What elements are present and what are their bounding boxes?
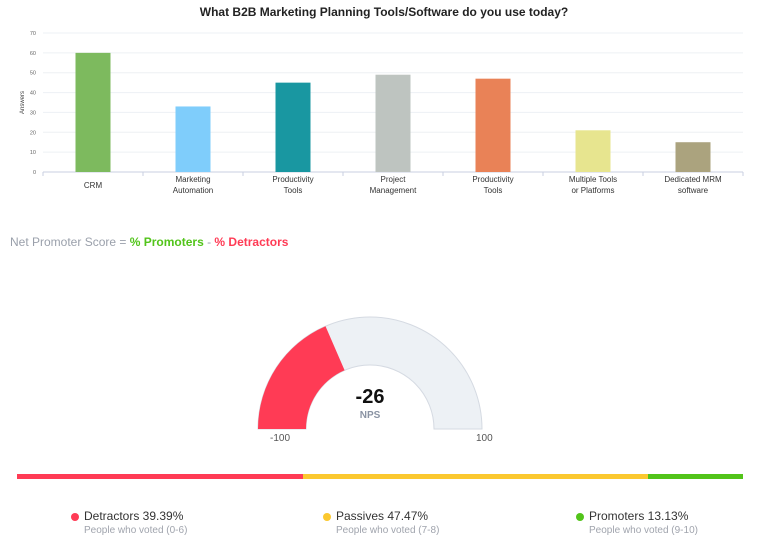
x-tick-label: Automation bbox=[173, 186, 213, 195]
bar-5 bbox=[575, 130, 611, 172]
y-tick-label: 30 bbox=[30, 110, 36, 116]
bar-chart: What B2B Marketing Planning Tools/Softwa… bbox=[20, 5, 744, 195]
detractors-dot-icon bbox=[71, 513, 79, 521]
x-tick-label: Tools bbox=[484, 186, 503, 195]
detractors-segment bbox=[17, 474, 303, 479]
nps-distribution-bar bbox=[17, 474, 743, 479]
bar-0 bbox=[75, 52, 111, 172]
y-tick-label: 50 bbox=[30, 71, 36, 77]
bar-4 bbox=[475, 78, 511, 172]
y-axis-label: Answers bbox=[20, 91, 26, 114]
x-tick-label: Multiple Tools bbox=[569, 175, 617, 184]
nps-score: -26 bbox=[355, 386, 385, 408]
formula-detractors: % Detractors bbox=[214, 235, 289, 249]
nps-score-label: NPS bbox=[359, 410, 381, 421]
bar-3 bbox=[375, 74, 411, 172]
x-tick-label: Project bbox=[381, 175, 407, 184]
gauge-min-label: -100 bbox=[270, 433, 291, 444]
y-tick-label: 20 bbox=[30, 130, 36, 136]
bar-2 bbox=[275, 82, 311, 172]
formula-promoters: % Promoters bbox=[129, 235, 204, 249]
nps-gauge bbox=[257, 316, 483, 430]
promoters-segment bbox=[647, 474, 743, 479]
promoters-dot-icon bbox=[576, 513, 584, 521]
legend-sub: People who voted (9-10) bbox=[589, 525, 698, 536]
chart-title: What B2B Marketing Planning Tools/Softwa… bbox=[200, 5, 568, 19]
x-tick-label: Tools bbox=[284, 186, 303, 195]
gauge-max-label: 100 bbox=[476, 433, 493, 444]
x-tick-label: software bbox=[678, 186, 709, 195]
legend-title: Detractors 39.39% bbox=[84, 509, 184, 523]
x-tick-label: Dedicated MRM bbox=[664, 175, 722, 184]
legend-title: Passives 47.47% bbox=[336, 509, 429, 523]
x-tick-label: Productivity bbox=[472, 175, 513, 184]
y-tick-label: 40 bbox=[30, 91, 36, 97]
y-tick-label: 70 bbox=[30, 31, 36, 37]
x-tick-label: Productivity bbox=[272, 175, 313, 184]
y-tick-label: 60 bbox=[30, 51, 36, 57]
legend-sub: People who voted (0-6) bbox=[84, 525, 188, 536]
x-tick-label: Management bbox=[370, 186, 417, 195]
bar-1 bbox=[175, 106, 211, 172]
passives-segment bbox=[302, 474, 648, 479]
legend-title: Promoters 13.13% bbox=[589, 509, 689, 523]
x-tick-label: or Platforms bbox=[571, 186, 614, 195]
gauge-fill bbox=[258, 326, 345, 429]
bar-6 bbox=[675, 142, 711, 172]
passives-dot-icon bbox=[323, 513, 331, 521]
y-tick-label: 0 bbox=[33, 170, 36, 176]
legend-sub: People who voted (7-8) bbox=[336, 525, 440, 536]
y-tick-label: 10 bbox=[30, 150, 36, 156]
nps-formula: Net Promoter Score = % Promoters - % Det… bbox=[10, 235, 289, 249]
x-tick-label: CRM bbox=[84, 181, 103, 190]
x-tick-label: Marketing bbox=[175, 175, 210, 184]
